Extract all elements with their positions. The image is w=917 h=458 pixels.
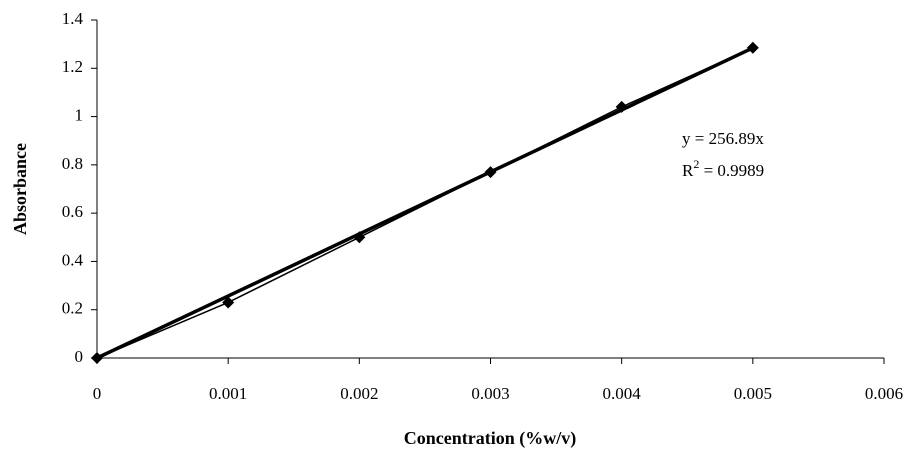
y-tick-label: 1	[75, 105, 84, 124]
x-tick-label: 0.003	[471, 384, 509, 403]
r-squared: R2 = 0.9989	[682, 157, 764, 180]
y-tick-label: 0.6	[62, 202, 83, 221]
marker	[91, 352, 103, 364]
x-tick-label: 0.006	[865, 384, 903, 403]
y-tick-label: 0.2	[62, 299, 83, 318]
marker	[747, 42, 759, 54]
x-tick-label: 0.001	[209, 384, 247, 403]
y-tick-label: 0	[75, 347, 84, 366]
marker	[485, 166, 497, 178]
y-tick-label: 1.4	[62, 9, 84, 28]
x-tick-label: 0	[93, 384, 102, 403]
x-tick-label: 0.002	[340, 384, 378, 403]
x-tick-label: 0.004	[603, 384, 642, 403]
y-axis-title: Absorbance	[10, 143, 30, 235]
y-tick-label: 0.4	[62, 250, 84, 269]
x-tick-label: 0.005	[734, 384, 772, 403]
x-axis-title: Concentration (%w/v)	[404, 428, 576, 449]
r-squared-symbol: R	[682, 161, 694, 180]
trendline-equation: y = 256.89x	[682, 129, 764, 148]
chart: Concentration (%w/v) Absorbance 0 0.2 0.4 0…	[0, 0, 917, 458]
trendline	[97, 48, 753, 358]
y-tick-label: 0.8	[62, 154, 83, 173]
y-tick-label: 1.2	[62, 57, 83, 76]
r-squared-value: = 0.9989	[699, 161, 764, 180]
